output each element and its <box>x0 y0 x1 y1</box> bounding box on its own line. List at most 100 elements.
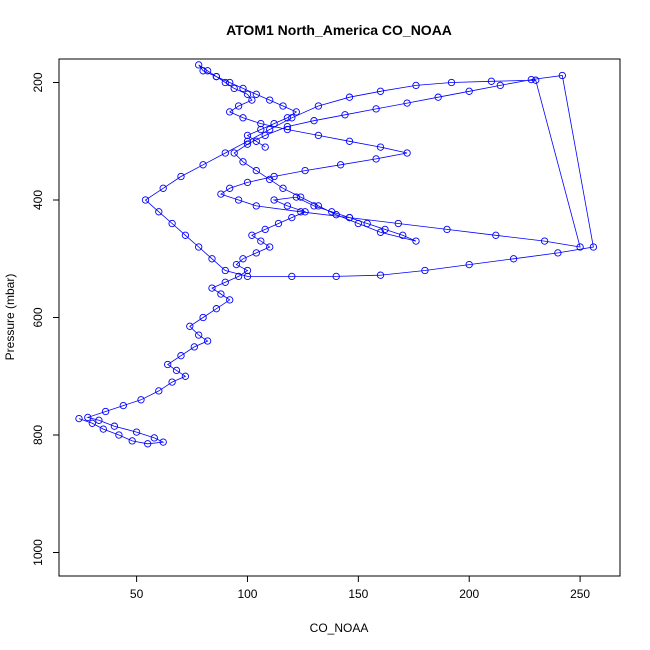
data-point <box>443 225 451 234</box>
data-point <box>243 140 252 148</box>
data-point <box>297 208 305 216</box>
data-point <box>155 387 163 395</box>
data-point <box>270 119 278 128</box>
data-point <box>465 260 473 269</box>
data-point <box>172 366 181 375</box>
data-point <box>243 178 252 187</box>
data-point <box>274 219 283 228</box>
data-point <box>199 67 207 75</box>
data-point <box>261 143 269 151</box>
data-point <box>234 272 243 281</box>
y-tick-label: 1000 <box>31 539 45 566</box>
data-point <box>421 266 429 275</box>
y-tick-label: 600 <box>31 307 45 327</box>
data-point <box>248 231 256 239</box>
data-point <box>239 255 247 263</box>
data-point <box>266 96 274 104</box>
data-point <box>181 231 190 239</box>
data-point <box>266 243 274 251</box>
data-point <box>288 114 296 122</box>
data-point <box>243 137 252 145</box>
x-tick-label: 200 <box>459 587 479 601</box>
data-point <box>150 434 158 442</box>
y-tick-label: 200 <box>31 72 45 92</box>
data-point <box>230 149 238 157</box>
data-point <box>314 102 323 110</box>
data-point <box>372 155 380 163</box>
y-axis-ticks: 200 400 600 800 1000 <box>31 72 59 566</box>
data-point <box>128 437 136 445</box>
data-point <box>257 237 265 245</box>
data-point <box>403 99 411 107</box>
data-point <box>394 219 402 228</box>
data-point <box>288 213 296 222</box>
y-tick-label: 400 <box>31 190 45 210</box>
data-point <box>221 149 229 157</box>
data-point <box>232 260 241 269</box>
chart-title: ATOM1 North_America CO_NOAA <box>226 22 452 38</box>
data-point <box>217 190 225 198</box>
y-axis-label: Pressure (mbar) <box>3 274 17 361</box>
data-point <box>243 131 252 140</box>
data-point <box>447 78 456 87</box>
data-point <box>283 125 292 134</box>
x-axis-label: CO_NOAA <box>310 621 369 635</box>
data-point <box>354 219 362 228</box>
data-point <box>239 84 247 93</box>
data-point <box>137 396 145 404</box>
data-point <box>527 75 535 84</box>
data-point <box>558 71 566 80</box>
data-point <box>234 102 243 110</box>
data-point <box>226 296 234 304</box>
data-point <box>399 231 407 239</box>
data-point <box>144 440 152 448</box>
data-point <box>221 278 229 286</box>
data-point <box>332 272 340 281</box>
x-tick-label: 250 <box>570 587 590 601</box>
data-point <box>345 93 354 101</box>
series-layer <box>75 61 598 448</box>
data-point <box>190 343 198 351</box>
data-point <box>212 305 221 313</box>
data-point <box>208 255 216 263</box>
data-point <box>540 237 549 245</box>
data-point <box>101 407 110 416</box>
data-point <box>99 425 107 433</box>
x-tick-label: 100 <box>237 587 257 601</box>
x-tick-label: 50 <box>130 587 144 601</box>
data-point <box>252 249 260 257</box>
data-point <box>301 208 309 216</box>
data-point <box>177 172 185 181</box>
data-point <box>208 284 216 292</box>
data-point <box>177 352 185 360</box>
data-point <box>203 337 212 345</box>
data-point <box>243 90 252 98</box>
data-point <box>509 255 518 263</box>
data-point <box>301 166 309 175</box>
data-point <box>465 87 473 95</box>
data-point <box>589 243 598 251</box>
data-point <box>310 117 318 125</box>
data-point <box>88 419 96 427</box>
data-point <box>487 77 496 85</box>
data-point <box>496 81 504 90</box>
data-point <box>257 125 265 134</box>
data-point <box>292 108 300 116</box>
data-point <box>252 166 260 175</box>
data-point <box>141 196 150 204</box>
data-point <box>115 431 123 439</box>
data-point <box>110 422 119 430</box>
data-point <box>217 290 225 298</box>
data-point <box>283 114 292 122</box>
data-point <box>288 272 296 281</box>
data-point <box>279 102 287 110</box>
x-axis-ticks: 50 100 150 200 250 <box>130 576 590 601</box>
data-point <box>199 161 207 169</box>
data-point <box>297 193 305 201</box>
data-point <box>203 67 212 75</box>
data-point <box>119 401 127 410</box>
data-point <box>164 360 172 369</box>
data-point <box>492 231 500 239</box>
data-point <box>412 81 420 90</box>
data-point <box>195 61 203 69</box>
